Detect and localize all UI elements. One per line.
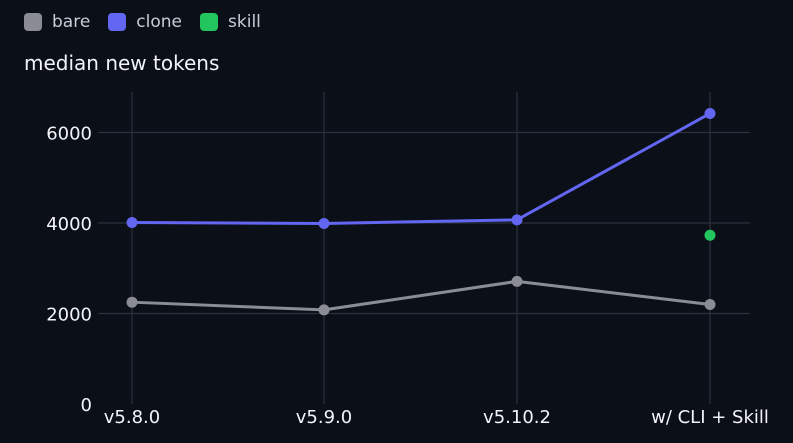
legend-swatch-clone bbox=[108, 13, 127, 31]
data-point-bare[interactable] bbox=[511, 275, 523, 287]
y-axis-label: median new tokens bbox=[24, 51, 220, 75]
y-tick-label: 4000 bbox=[46, 214, 92, 235]
x-tick-label: v5.9.0 bbox=[296, 407, 352, 428]
legend-label-skill: skill bbox=[228, 12, 261, 32]
series-line-clone bbox=[130, 111, 712, 225]
legend-item-clone: clone bbox=[108, 12, 182, 32]
legend-swatch-bare bbox=[24, 13, 42, 31]
data-point-bare[interactable] bbox=[318, 304, 330, 316]
legend-label-bare: bare bbox=[52, 12, 91, 32]
data-point-clone[interactable] bbox=[511, 214, 523, 226]
legend-item-skill: skill bbox=[200, 12, 261, 32]
legend-swatch-skill bbox=[200, 13, 219, 31]
data-point-clone[interactable] bbox=[126, 217, 138, 229]
series-line-bare bbox=[130, 279, 712, 312]
y-tick-label: 6000 bbox=[46, 124, 92, 145]
y-tick-label: 2000 bbox=[46, 305, 92, 326]
y-tick-label: 0 bbox=[81, 395, 92, 416]
legend-label-clone: clone bbox=[136, 12, 183, 32]
legend: bare clone skill bbox=[24, 12, 261, 32]
x-tick-label: v5.8.0 bbox=[104, 407, 160, 428]
data-point-clone[interactable] bbox=[318, 217, 330, 229]
x-tick-label: v5.10.2 bbox=[483, 407, 551, 428]
data-point-bare[interactable] bbox=[704, 298, 716, 310]
data-point-skill[interactable] bbox=[704, 229, 716, 241]
x-tick-label: w/ CLI + Skill bbox=[651, 407, 769, 428]
data-point-clone[interactable] bbox=[704, 107, 716, 119]
data-point-bare[interactable] bbox=[126, 296, 138, 308]
legend-item-bare: bare bbox=[24, 12, 90, 32]
